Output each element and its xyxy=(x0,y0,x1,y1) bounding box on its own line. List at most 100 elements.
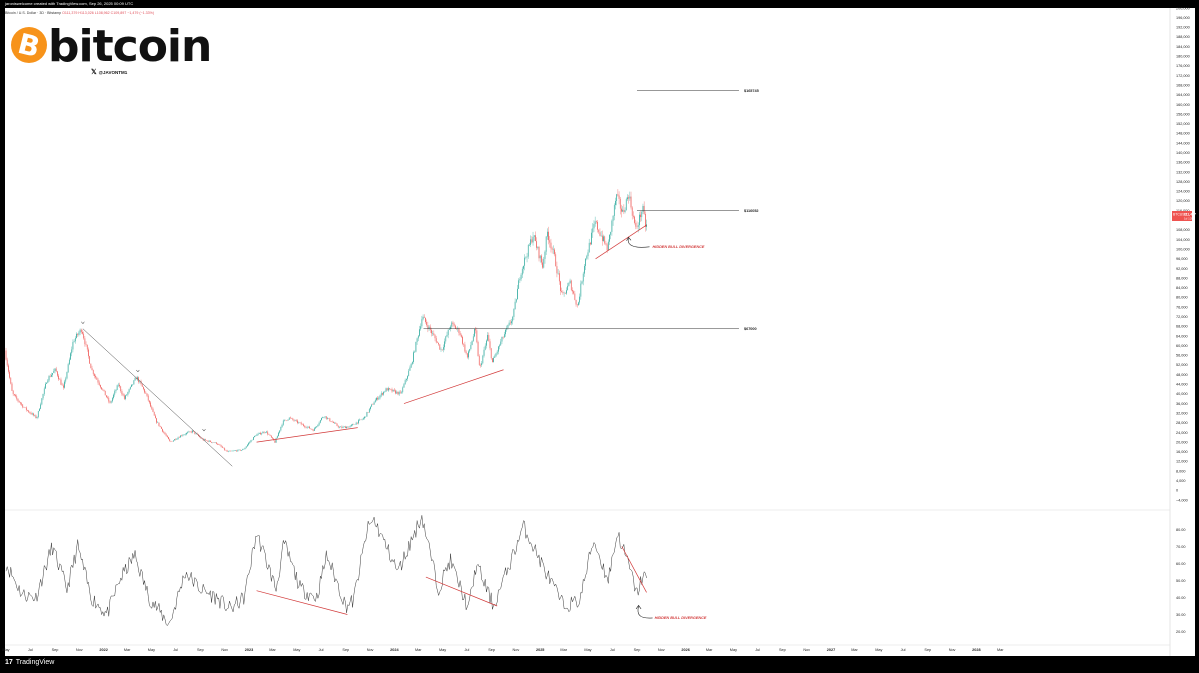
tradingview-brand[interactable]: 17 TradingView xyxy=(5,659,54,666)
candle-body xyxy=(584,265,585,274)
candle-body xyxy=(156,418,157,423)
candle-body xyxy=(121,391,123,395)
candle-body xyxy=(192,430,193,433)
price-tick-label: 192,000 xyxy=(1176,26,1190,30)
candle-body xyxy=(521,268,523,275)
candle-body xyxy=(125,395,126,399)
chart-panel[interactable] xyxy=(5,8,1195,656)
candle-body xyxy=(67,364,69,373)
candle-body xyxy=(619,198,621,209)
chevron-down-icon xyxy=(81,321,85,325)
price-tick-label: 68,000 xyxy=(1176,325,1188,329)
price-tick-label: 84,000 xyxy=(1176,286,1188,290)
top-caption: jaroniswelcome created with TradingView.… xyxy=(5,1,134,6)
candle-body xyxy=(321,417,322,421)
candle-body xyxy=(297,420,298,423)
candle-body xyxy=(431,330,432,334)
candle-body xyxy=(465,351,467,354)
price-tick-label: 64,000 xyxy=(1176,334,1188,338)
candle-body xyxy=(613,205,615,216)
candle-body xyxy=(425,317,426,323)
chevron-down-icon xyxy=(202,428,206,432)
candle-body xyxy=(618,195,620,199)
candle-body xyxy=(256,434,258,436)
candle-body xyxy=(42,393,44,399)
candle-body xyxy=(505,329,506,335)
candle-body xyxy=(64,381,65,388)
candle-body xyxy=(531,239,533,243)
time-tick-label: Nov xyxy=(76,648,83,652)
candle-body xyxy=(224,448,226,451)
price-tick-label: 72,000 xyxy=(1176,315,1188,319)
candle-body xyxy=(607,241,609,251)
candle-body xyxy=(548,231,549,241)
candle-body xyxy=(478,356,480,365)
rsi-divergence-line xyxy=(425,576,498,607)
price-tick-label: 20,000 xyxy=(1176,440,1188,444)
candle-body xyxy=(92,370,94,375)
candle-body xyxy=(631,207,633,216)
candle-body xyxy=(267,431,269,435)
candle-body xyxy=(316,426,318,428)
candle-body xyxy=(604,236,606,244)
candle-body xyxy=(541,255,542,263)
candle-body xyxy=(411,361,413,364)
candle-body xyxy=(637,225,639,227)
candle-body xyxy=(305,427,307,428)
candle-body xyxy=(71,349,73,354)
time-tick-label: 2028 xyxy=(972,648,980,652)
price-tick-label: 180,000 xyxy=(1176,55,1190,59)
candle-body xyxy=(550,242,552,249)
price-tick-label: 52,000 xyxy=(1176,363,1188,367)
candle-body xyxy=(535,235,536,242)
candle-body xyxy=(543,258,545,268)
candle-body xyxy=(567,285,569,291)
candle-body xyxy=(263,431,265,433)
candle-body xyxy=(52,373,53,375)
candle-body xyxy=(394,389,395,391)
candle-body xyxy=(123,395,125,399)
candle-body xyxy=(493,357,494,363)
candle-body xyxy=(625,199,627,211)
price-badge-countdown: 1d 12h xyxy=(1184,217,1194,221)
candle-body xyxy=(186,432,187,435)
candle-body xyxy=(435,338,437,343)
candle-body xyxy=(280,426,282,431)
candle-body xyxy=(217,443,218,445)
candle-body xyxy=(88,349,89,357)
candle-body xyxy=(28,410,30,413)
candle-body xyxy=(84,338,86,345)
candle-body xyxy=(605,243,607,245)
candle-body xyxy=(226,450,228,452)
candle-body xyxy=(9,371,10,378)
candle-body xyxy=(188,431,190,433)
candle-body xyxy=(261,433,263,435)
candle-body xyxy=(532,236,534,243)
candle-body xyxy=(612,215,614,221)
candle-body xyxy=(276,436,278,439)
candle-body xyxy=(450,326,451,329)
candle-body xyxy=(14,394,15,396)
candle-body xyxy=(324,416,326,418)
candle-body xyxy=(527,245,529,257)
candle-body xyxy=(274,440,276,443)
candle-body xyxy=(247,444,248,447)
price-tick-label: −4,000 xyxy=(1176,498,1188,502)
candle-body xyxy=(47,380,49,383)
candle-body xyxy=(25,407,27,411)
candle-body xyxy=(362,418,364,420)
candle-body xyxy=(454,325,456,329)
candle-body xyxy=(601,235,603,241)
candle-body xyxy=(317,424,319,427)
candle-body xyxy=(415,341,417,352)
time-tick-label: May xyxy=(875,648,882,652)
price-tick-label: 4,000 xyxy=(1176,479,1186,483)
annotations: HIDDEN BULL DIVERGENCE HIDDEN BULL DIVERG… xyxy=(626,236,707,620)
price-tick-label: 32,000 xyxy=(1176,411,1188,415)
candle-body xyxy=(568,283,570,286)
candle-body xyxy=(630,196,632,208)
candle-body xyxy=(221,446,223,448)
time-tick-label: Nov xyxy=(513,648,520,652)
